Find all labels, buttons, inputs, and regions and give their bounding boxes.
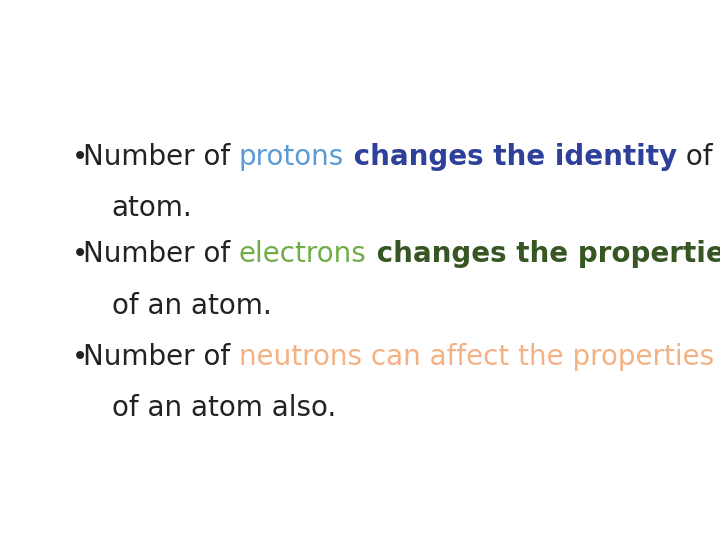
Text: Number of: Number of [83, 240, 239, 268]
Text: electrons: electrons [239, 240, 366, 268]
Text: •: • [72, 343, 89, 371]
Text: of an: of an [678, 143, 720, 171]
Text: of an atom.: of an atom. [112, 292, 271, 320]
Text: of an atom also.: of an atom also. [112, 394, 336, 422]
Text: neutrons can affect the properties: neutrons can affect the properties [239, 343, 714, 371]
Text: •: • [72, 240, 89, 268]
Text: protons: protons [239, 143, 344, 171]
Text: Number of: Number of [83, 143, 239, 171]
Text: changes the properties: changes the properties [366, 240, 720, 268]
Text: atom.: atom. [112, 194, 192, 222]
Text: •: • [72, 143, 89, 171]
Text: changes the identity: changes the identity [344, 143, 678, 171]
Text: Number of: Number of [83, 343, 239, 371]
